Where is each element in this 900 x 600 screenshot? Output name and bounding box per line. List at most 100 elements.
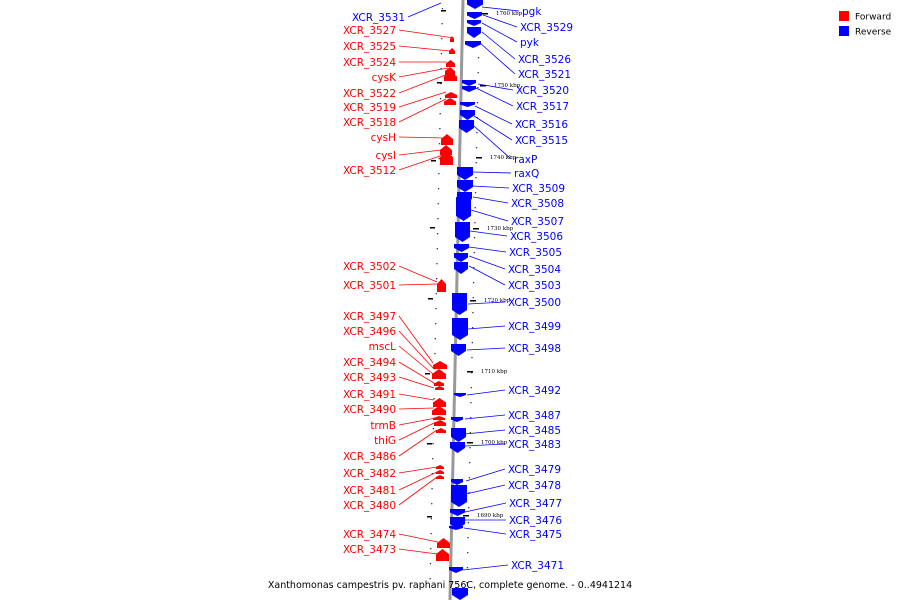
- reverse-gene-label: XCR_3498: [508, 343, 561, 355]
- reverse-gene-arrow: [457, 180, 473, 192]
- reverse-leader-line: [469, 230, 508, 237]
- reverse-leader-line: [467, 301, 506, 305]
- kbp-label: 1720 kbp: [484, 298, 511, 304]
- forward-gene-arrow: [436, 428, 446, 433]
- major-tick-left: [428, 298, 433, 300]
- forward-gene-arrow: [433, 416, 445, 420]
- reverse-gene-label: raxQ: [514, 168, 539, 180]
- scale-dot: [470, 402, 472, 404]
- kbp-tick: [470, 300, 476, 302]
- reverse-gene-arrow: [451, 344, 466, 356]
- reverse-gene-arrow: [460, 110, 475, 120]
- scale-dot: [439, 98, 442, 100]
- reverse-leader-line: [475, 87, 514, 107]
- scale-dot: [441, 23, 443, 25]
- scale-dot: [439, 113, 441, 115]
- forward-gene-label: cysI: [375, 150, 396, 162]
- scale-dot: [431, 473, 434, 475]
- reverse-gene-label: XCR_3471: [511, 560, 564, 572]
- kbp-label: 1710 kbp: [481, 369, 508, 375]
- scale-dot: [476, 102, 479, 104]
- reverse-gene-arrow: [465, 41, 481, 48]
- reverse-gene-label: XCR_3503: [508, 280, 561, 292]
- reverse-gene-arrow: [452, 588, 468, 600]
- forward-gene-label: XCR_3524: [343, 57, 396, 69]
- legend-swatch: [839, 11, 849, 21]
- forward-gene-arrow: [437, 279, 446, 292]
- reverse-gene-label: XCR_3487: [508, 410, 561, 422]
- reverse-leader-line: [463, 527, 507, 535]
- scale-dot: [433, 398, 435, 400]
- reverse-leader-line: [465, 468, 506, 482]
- kbp-markers: 1760 kbp 1750 kbp 1740 kbp 1730 kbp 1720 kbp…: [463, 11, 523, 519]
- scale-dot: [431, 488, 433, 490]
- scale-dot: [436, 248, 438, 250]
- scale-dot: [470, 387, 472, 389]
- reverse-gene-label: XCR_3476: [509, 515, 562, 527]
- scale-dot: [432, 428, 435, 430]
- forward-gene-label: XCR_3474: [343, 529, 396, 541]
- scale-dot: [470, 417, 472, 419]
- reverse-gene-arrow: [457, 167, 473, 180]
- major-tick-left: [425, 373, 430, 375]
- kbp-tick: [463, 515, 469, 517]
- scale-dot: [435, 308, 437, 310]
- forward-leader-line: [398, 149, 442, 156]
- forward-leader-line: [398, 471, 438, 491]
- scale-dot: [475, 162, 477, 164]
- forward-gene-label: XCR_3494: [343, 357, 396, 369]
- kbp-tick: [476, 157, 482, 159]
- reverse-leader-line: [479, 42, 516, 75]
- forward-gene-arrow: [440, 145, 452, 155]
- scale-dot: [434, 323, 437, 325]
- reverse-gene-label: XCR_3479: [508, 464, 561, 476]
- scale-dot: [475, 147, 478, 149]
- scale-dot: [437, 218, 439, 220]
- scale-dot: [472, 312, 474, 314]
- scale-dot: [441, 38, 443, 40]
- reverse-leader-line: [467, 325, 506, 330]
- reverse-leader-line: [468, 246, 507, 253]
- scale-dot: [472, 282, 475, 284]
- reverse-leader-line: [472, 196, 509, 204]
- reverse-leader-line: [462, 564, 509, 571]
- forward-leader-line: [398, 29, 455, 39]
- kbp-tick: [473, 228, 479, 230]
- scale-dot: [434, 338, 436, 340]
- forward-leader-line: [398, 417, 437, 426]
- kbp-tick: [482, 13, 488, 15]
- forward-leader-line: [398, 67, 449, 78]
- reverse-gene-label: XCR_3504: [508, 264, 561, 276]
- forward-gene-arrow: [436, 470, 444, 474]
- reverse-gene-arrow: [452, 318, 468, 340]
- scale-dot: [440, 83, 442, 85]
- forward-gene-arrow: [434, 381, 444, 386]
- forward-leader-line: [398, 265, 438, 283]
- forward-leader-line: [398, 429, 438, 457]
- scale-dot: [434, 353, 436, 355]
- legend-label: Reverse: [855, 28, 892, 38]
- reverse-gene-label: XCR_3516: [515, 119, 568, 131]
- scale-dot: [438, 158, 440, 160]
- reverse-gene-arrow: [451, 417, 463, 422]
- reverse-gene-label: XCR_3529: [520, 22, 573, 34]
- reverse-gene-label: raxP: [514, 154, 537, 166]
- reverse-leader-line: [464, 502, 507, 513]
- scale-dot: [438, 143, 441, 145]
- kbp-label: 1750 kbp: [494, 83, 521, 89]
- scale-dot: [440, 68, 442, 70]
- scale-dot: [436, 263, 438, 265]
- scale-dot: [432, 443, 434, 445]
- forward-leader-line: [398, 45, 451, 52]
- kbp-tick: [467, 371, 473, 373]
- reverse-gene-arrow: [467, 20, 481, 26]
- scale-dot: [474, 207, 476, 209]
- forward-gene-label: cysH: [371, 132, 396, 144]
- reverse-gene-label: XCR_3526: [518, 54, 571, 66]
- reverse-leader-line: [464, 443, 506, 447]
- forward-gene-label: XCR_3527: [343, 25, 396, 37]
- scale-dot: [431, 503, 433, 505]
- reverse-gene-label: XCR_3500: [508, 297, 561, 309]
- reverse-leader-line: [482, 14, 518, 28]
- forward-leader-line: [398, 98, 447, 123]
